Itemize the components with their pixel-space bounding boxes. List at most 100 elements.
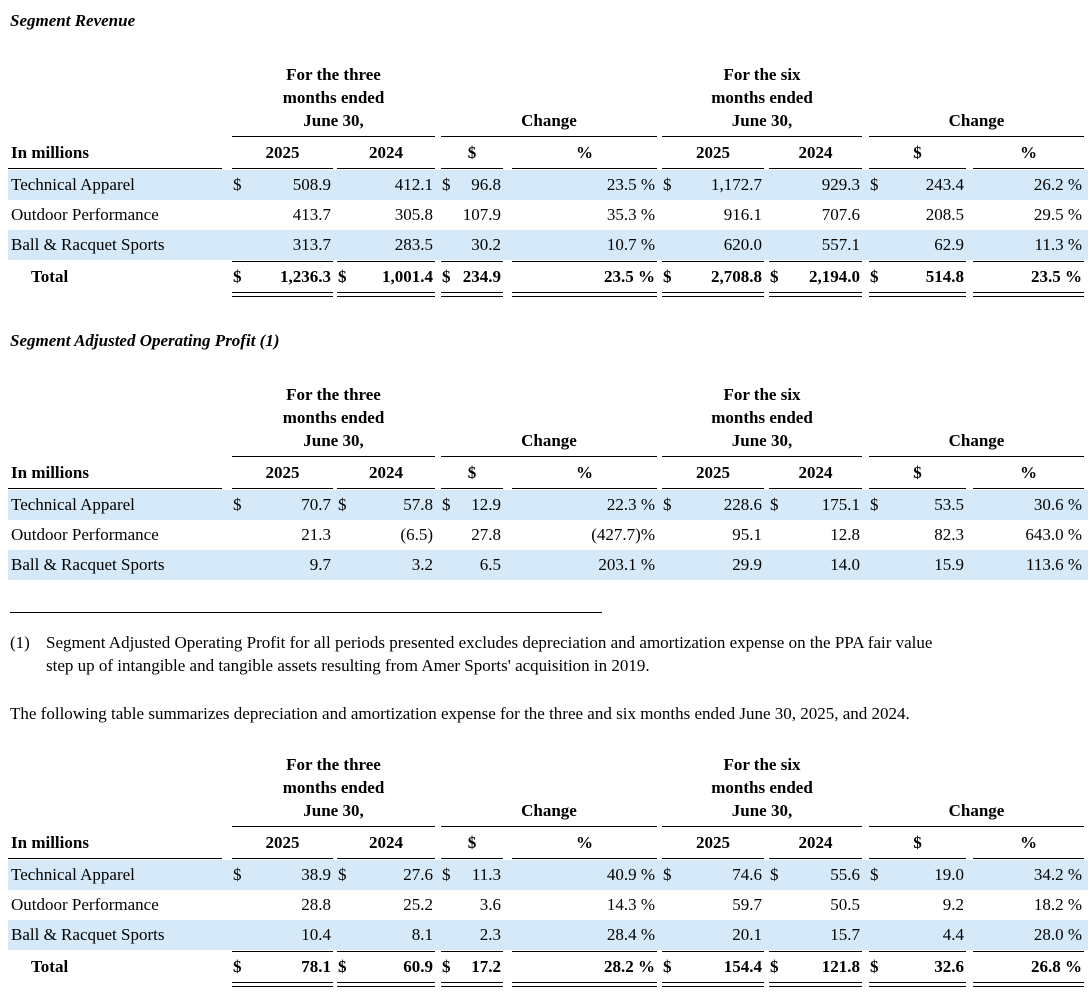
subtotal-rule bbox=[441, 261, 503, 262]
header-rule bbox=[232, 826, 435, 827]
row-highlight bbox=[8, 230, 1088, 260]
total-label: Total bbox=[31, 267, 69, 286]
row-label: Ball & Racquet Sports bbox=[11, 925, 165, 944]
header-rule bbox=[869, 456, 1084, 457]
cell-value: (6.5) bbox=[400, 525, 433, 544]
row-label: Outdoor Performance bbox=[11, 205, 159, 224]
currency-symbol: $ bbox=[442, 957, 451, 976]
subtotal-rule bbox=[232, 951, 333, 952]
six-months-header: June 30, bbox=[731, 431, 793, 450]
cell-value: 305.8 bbox=[394, 205, 433, 224]
six-months-header: months ended bbox=[711, 778, 813, 797]
row-label: Outdoor Performance bbox=[11, 525, 159, 544]
change-header: Change bbox=[948, 111, 1005, 130]
cell-value: 228.6 bbox=[723, 495, 762, 514]
currency-symbol: $ bbox=[442, 175, 451, 194]
header-rule bbox=[869, 826, 1084, 827]
six-months-header: June 30, bbox=[731, 801, 793, 820]
cell-value: (427.7)% bbox=[591, 525, 655, 544]
three-months-header: For the three bbox=[286, 755, 381, 774]
six-months-header: months ended bbox=[711, 408, 813, 427]
cell-value: 203.1 % bbox=[598, 555, 655, 574]
column-rule bbox=[869, 858, 966, 859]
total-double-rule bbox=[441, 292, 503, 297]
total-label: Total bbox=[31, 957, 69, 976]
subtotal-rule bbox=[973, 951, 1084, 952]
column-rule bbox=[8, 488, 222, 489]
column-rule bbox=[769, 488, 862, 489]
segment-revenue-table: For the three For the six months ended mont… bbox=[0, 65, 1091, 305]
cell-value: 3.6 bbox=[479, 895, 501, 914]
subtotal-rule bbox=[337, 261, 435, 262]
cell-value: 9.7 bbox=[309, 555, 331, 574]
column-rule bbox=[8, 168, 222, 169]
cell-value: 620.0 bbox=[723, 235, 762, 254]
column-rule bbox=[232, 168, 333, 169]
depreciation-table: For the three For the six months ended mont… bbox=[0, 755, 1091, 995]
cell-value: 929.3 bbox=[821, 175, 860, 194]
currency-symbol: $ bbox=[663, 865, 672, 884]
subtotal-rule bbox=[869, 951, 966, 952]
column-header: % bbox=[576, 833, 593, 852]
change-header: Change bbox=[521, 801, 577, 820]
cell-value: 57.8 bbox=[403, 495, 433, 514]
currency-symbol: $ bbox=[663, 267, 672, 286]
cell-value: 6.5 bbox=[479, 555, 501, 574]
currency-symbol: $ bbox=[770, 495, 779, 514]
footnote-line-1: Segment Adjusted Operating Profit for al… bbox=[46, 633, 933, 652]
column-header: $ bbox=[913, 833, 922, 852]
cell-value: 26.8 % bbox=[1031, 957, 1082, 976]
column-rule bbox=[8, 858, 222, 859]
row-label: Technical Apparel bbox=[11, 175, 135, 194]
cell-value: 40.9 % bbox=[606, 865, 655, 884]
column-rule bbox=[662, 488, 764, 489]
cell-value: 23.5 % bbox=[1031, 267, 1082, 286]
row-label: Ball & Racquet Sports bbox=[11, 235, 165, 254]
total-double-rule bbox=[869, 292, 966, 297]
column-header: 2025 bbox=[265, 833, 300, 852]
column-header: 2024 bbox=[798, 143, 833, 162]
currency-symbol: $ bbox=[870, 957, 879, 976]
column-rule bbox=[512, 168, 657, 169]
column-rule bbox=[973, 858, 1084, 859]
column-header: $ bbox=[913, 143, 922, 162]
cell-value: 15.9 bbox=[934, 555, 964, 574]
header-rule bbox=[232, 136, 435, 137]
currency-symbol: $ bbox=[663, 175, 672, 194]
cell-value: 2,708.8 bbox=[711, 267, 762, 286]
cell-value: 28.2 % bbox=[604, 957, 655, 976]
cell-value: 28.4 % bbox=[606, 925, 655, 944]
total-double-rule bbox=[512, 982, 657, 987]
cell-value: 11.3 % bbox=[1034, 235, 1082, 254]
currency-symbol: $ bbox=[233, 495, 242, 514]
currency-symbol: $ bbox=[870, 175, 879, 194]
total-double-rule bbox=[512, 292, 657, 297]
cell-value: 508.9 bbox=[292, 175, 331, 194]
row-label: Technical Apparel bbox=[11, 495, 135, 514]
currency-symbol: $ bbox=[663, 957, 672, 976]
total-double-rule bbox=[869, 982, 966, 987]
cell-value: 12.9 bbox=[471, 495, 501, 514]
three-months-header: For the three bbox=[286, 385, 381, 404]
cell-value: 2,194.0 bbox=[809, 267, 860, 286]
cell-value: 25.2 bbox=[403, 895, 433, 914]
column-rule bbox=[973, 168, 1084, 169]
footnote-line-2: step up of intangible and tangible asset… bbox=[46, 656, 650, 675]
in-millions-label: In millions bbox=[11, 833, 89, 852]
header-rule bbox=[232, 456, 435, 457]
currency-symbol: $ bbox=[338, 865, 347, 884]
cell-value: 243.4 bbox=[925, 175, 964, 194]
cell-value: 916.1 bbox=[723, 205, 762, 224]
cell-value: 11.3 bbox=[471, 865, 501, 884]
cell-value: 175.1 bbox=[821, 495, 860, 514]
currency-symbol: $ bbox=[442, 495, 451, 514]
currency-symbol: $ bbox=[442, 267, 451, 286]
subtotal-rule bbox=[769, 951, 862, 952]
subtotal-rule bbox=[232, 261, 333, 262]
segment-revenue-title: Segment Revenue bbox=[10, 11, 136, 30]
subtotal-rule bbox=[512, 261, 657, 262]
row-highlight bbox=[8, 860, 1088, 890]
cell-value: 1,236.3 bbox=[280, 267, 331, 286]
three-months-header: For the three bbox=[286, 65, 381, 84]
